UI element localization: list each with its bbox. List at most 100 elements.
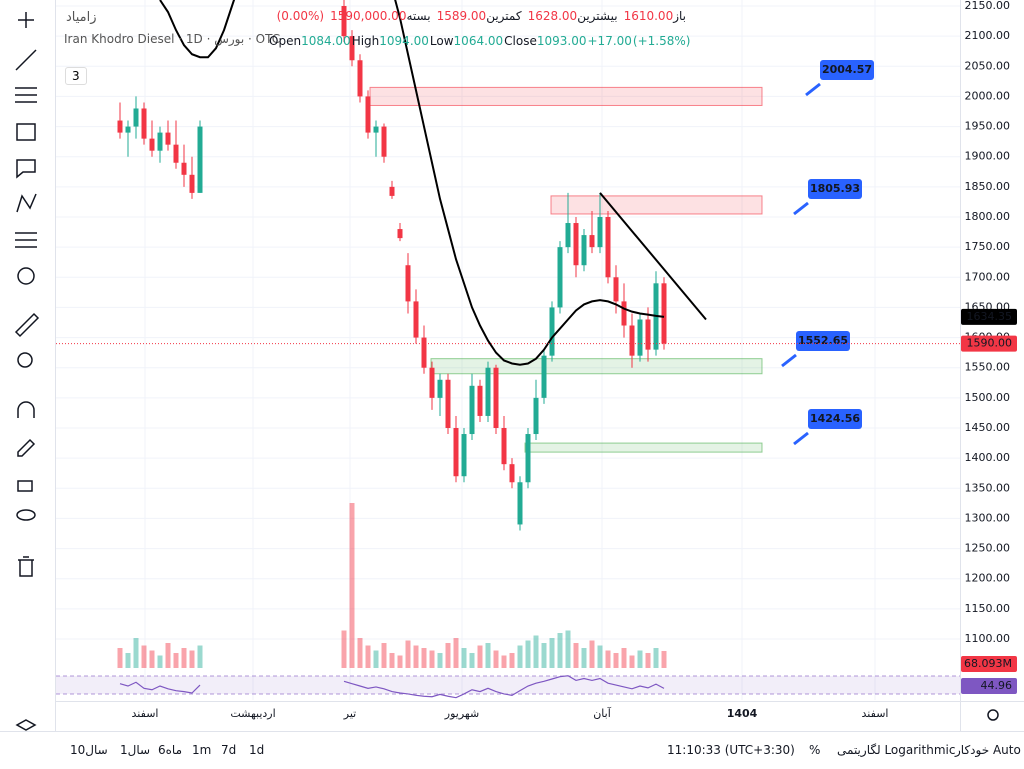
candle-body	[141, 108, 147, 139]
chart: 1100.00 1150.00 1200.00 1250.00 1300.00 1350.…	[14, 0, 1024, 731]
text-tool[interactable]	[16, 159, 36, 179]
zone-label: 1424.56	[810, 412, 860, 425]
ohlc-label: باز	[673, 9, 686, 23]
volume-bar	[341, 630, 347, 668]
volume-bar	[125, 653, 131, 668]
volume-bar	[141, 645, 147, 668]
layers-tool[interactable]	[15, 719, 37, 731]
magnet-tool[interactable]	[17, 401, 35, 418]
ohlc-row-en: Open1084.00High1094.00Low1064.00Close109…	[269, 34, 691, 48]
volume-bar	[413, 645, 419, 668]
candle-body	[173, 144, 179, 163]
trendline	[599, 192, 707, 321]
volume-bar	[661, 650, 667, 668]
zoom-tool[interactable]	[17, 352, 33, 368]
ohlc-value: 1628.00	[527, 9, 578, 23]
candle-body	[365, 96, 371, 133]
zone	[430, 358, 763, 375]
range-button[interactable]: 1سال	[120, 743, 151, 757]
candle-body	[541, 355, 547, 398]
ohlc-row-fa: باز1610.00 بیشترین1628.00 کمترین1589.00 بست…	[266, 9, 686, 23]
candle-body	[373, 126, 379, 133]
ohlc-label: کمترین	[486, 9, 522, 23]
volume-bar	[429, 650, 435, 668]
trash-tool[interactable]	[18, 556, 34, 577]
candle-body	[165, 132, 171, 145]
range-button[interactable]: 10سال	[70, 743, 108, 757]
zone	[369, 86, 763, 106]
volume-bar	[581, 648, 587, 668]
line-tool[interactable]	[15, 49, 37, 71]
last-price-badge-box	[961, 335, 1017, 352]
volume-bar	[621, 648, 627, 668]
y-tick-label: 2050.00	[965, 59, 1011, 72]
candle-body	[557, 247, 563, 308]
ohlc-value: +17.00	[587, 34, 632, 48]
volume-bar	[453, 638, 459, 668]
candle-body	[189, 174, 195, 193]
volume-bar	[645, 653, 651, 668]
x-tick-label: اردیبهشت	[230, 707, 275, 720]
candle-body	[405, 265, 411, 302]
volume-bar	[405, 640, 411, 668]
log-toggle: لگاریتمی Logarithmic	[837, 743, 956, 757]
candle-body	[597, 217, 603, 248]
zone-label-box	[820, 60, 874, 80]
candle-body	[661, 283, 667, 344]
forecast-tool[interactable]	[15, 232, 37, 248]
ohlc-value: (+1.58%)	[632, 34, 691, 48]
y-tick-label: 1150.00	[965, 602, 1011, 615]
volume-bar	[565, 630, 571, 668]
candle-body	[437, 379, 443, 398]
ohlc-value: 1590,000.00	[330, 9, 407, 23]
lock-tool[interactable]	[17, 480, 33, 492]
ohlc-label: Low	[429, 34, 454, 48]
volume-bar	[421, 648, 427, 668]
range-button[interactable]: 1d	[249, 743, 265, 757]
pattern-tool[interactable]	[16, 193, 37, 213]
fib-tool[interactable]	[15, 87, 37, 103]
y-tick-label: 1800.00	[965, 210, 1011, 223]
ruler-tool[interactable]	[14, 312, 40, 338]
candle-body	[181, 162, 187, 175]
volume-bar	[149, 650, 155, 668]
shape-tool[interactable]	[16, 123, 36, 141]
cross-tool[interactable]	[18, 12, 34, 28]
ohlc-label: (%0.00)	[276, 9, 325, 23]
volume-bar	[189, 650, 195, 668]
visibility-tool[interactable]	[16, 509, 36, 521]
ohlc-value: 1093.00	[536, 34, 587, 48]
bottom-bar: 10سال 1سال 6ماه 1m 7d 1d 11:10:33 (UTC+3:30)% ل…	[0, 731, 1024, 769]
volume-bar	[197, 645, 203, 668]
range-button[interactable]: 1m	[192, 743, 212, 757]
indicator-toggle[interactable]: 3	[65, 67, 87, 85]
candle-body	[349, 36, 355, 61]
plot-area: 2004.57 1805.93 1552.65 1424.56	[117, 0, 874, 668]
range-button[interactable]: 7d	[221, 743, 237, 757]
draw-lock-tool[interactable]	[17, 438, 36, 457]
candle-body	[573, 223, 579, 266]
zone-label: 2004.57	[822, 63, 872, 76]
volume-bar	[349, 503, 355, 668]
volume-bar	[397, 655, 403, 668]
rsi-badge-box	[961, 678, 1017, 694]
x-tick-label: 1404	[727, 707, 758, 720]
y-tick-label: 1500.00	[965, 391, 1011, 404]
candle-body	[477, 385, 483, 416]
candle-body	[517, 482, 523, 525]
zone-label-box	[796, 331, 850, 351]
candle-body	[621, 301, 627, 326]
zone-label: 1552.65	[798, 334, 848, 347]
ohlc-label: بیشترین	[577, 9, 618, 23]
settings-button[interactable]	[987, 709, 999, 721]
emoji-tool[interactable]	[17, 267, 35, 285]
y-tick-label: 2100.00	[965, 29, 1011, 42]
volume-badge-box	[961, 656, 1017, 672]
candle-body	[645, 319, 651, 350]
volume-bar	[509, 653, 515, 668]
range-button[interactable]: 6ماه	[158, 743, 183, 757]
rsi-line	[119, 675, 665, 699]
volume-bar	[381, 643, 387, 668]
auto-toggle: خودکار Auto	[955, 743, 1021, 757]
